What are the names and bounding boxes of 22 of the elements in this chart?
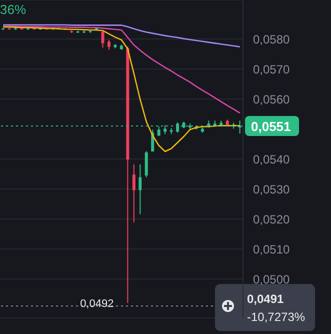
annotation: 0,0492: [80, 298, 114, 310]
y-tick-label: 0,0520: [253, 212, 290, 226]
line-series: [2, 26, 241, 152]
y-tick-label: 0,0510: [253, 242, 290, 256]
candlestick: [144, 150, 148, 178]
ref-line-label: 0,0551: [251, 119, 291, 134]
candlestick: [101, 30, 104, 48]
y-tick-label: 0,0540: [253, 152, 290, 166]
candlestick: [157, 126, 160, 136]
candlestick: [138, 164, 142, 215]
line-series: [2, 24, 241, 48]
y-tick-label: 0,0580: [253, 32, 290, 46]
line-series: [2, 26, 241, 114]
candlestick: [107, 39, 110, 50]
y-tick-label: 0,0560: [253, 92, 290, 106]
y-tick-label: 0,0570: [253, 62, 290, 76]
y-tick-label: 0,0530: [253, 182, 290, 196]
text: -10,7273%: [247, 310, 306, 324]
annotation: 36%: [0, 2, 26, 17]
candlestick: [132, 164, 136, 223]
ref-line-label: 0,0491: [247, 292, 284, 306]
y-tick-label: 0,0500: [253, 272, 290, 286]
